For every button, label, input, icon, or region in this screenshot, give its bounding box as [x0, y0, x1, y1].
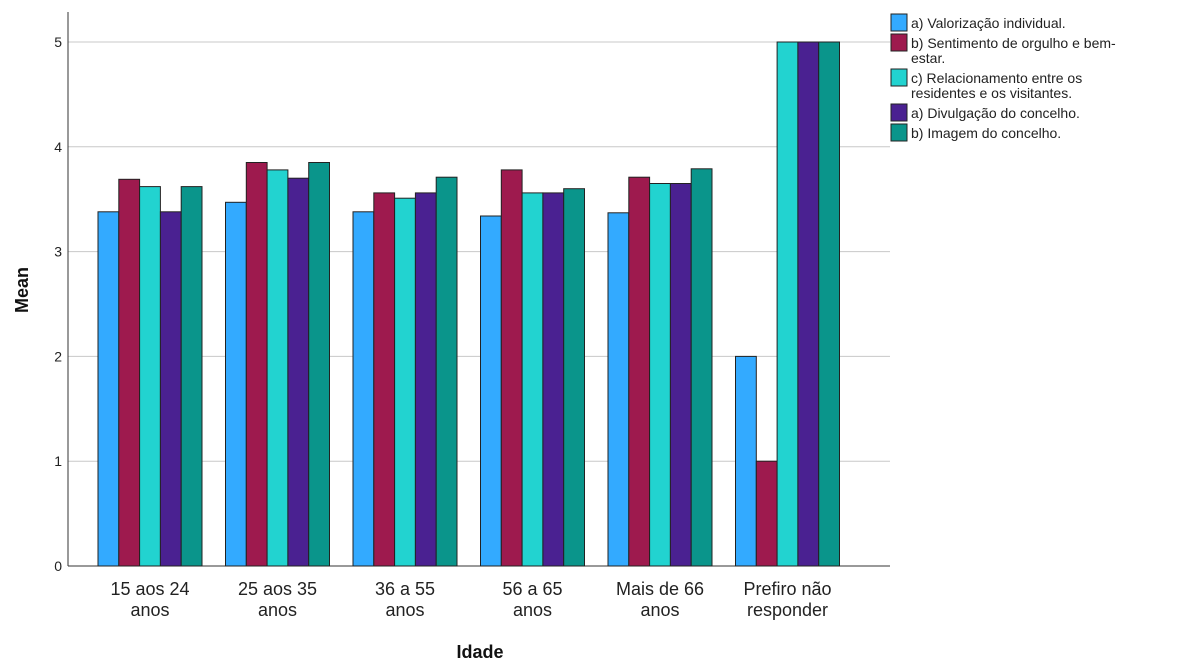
- bar: [97, 211, 120, 567]
- legend-swatch: [890, 103, 908, 122]
- y-tick-label: 2: [54, 348, 62, 364]
- x-category-label: Mais de 66: [616, 579, 704, 599]
- legend-swatch: [890, 33, 908, 52]
- y-tick-label: 1: [54, 453, 62, 469]
- legend: a) Valorização individual. b) Sentimento …: [890, 13, 1116, 142]
- y-tick-label: 0: [54, 558, 62, 574]
- legend-swatch: [890, 123, 908, 142]
- x-category-label: 36 a 55: [375, 579, 435, 599]
- bar: [287, 177, 310, 567]
- bar: [480, 215, 502, 567]
- bar: [308, 162, 331, 567]
- y-axis-title: Mean: [12, 267, 32, 313]
- bar: [435, 176, 458, 567]
- y-tick-labels: 0 1 2 3 4 5: [54, 34, 62, 574]
- x-category-label: 56 a 65: [502, 579, 562, 599]
- x-category-label: 15 aos 24: [110, 579, 189, 599]
- bar: [563, 188, 586, 567]
- bar: [628, 176, 651, 567]
- x-axis-title: Idade: [456, 642, 503, 661]
- legend-label: a) Valorização individual.: [911, 15, 1066, 31]
- bar: [797, 41, 820, 567]
- y-tick-label: 3: [54, 244, 62, 260]
- legend-label: residentes e os visitantes.: [911, 85, 1072, 101]
- x-category-label: anos: [385, 600, 424, 620]
- legend-swatch: [890, 13, 908, 32]
- bar: [352, 211, 375, 567]
- bar: [266, 169, 289, 567]
- bar: [118, 178, 141, 567]
- bar: [649, 183, 671, 567]
- legend-swatch: [890, 68, 908, 87]
- bar: [373, 192, 396, 567]
- legend-label: c) Relacionamento entre os: [911, 70, 1082, 86]
- bar: [669, 183, 692, 567]
- bar: [139, 186, 161, 567]
- bar: [607, 212, 630, 567]
- bar: [818, 41, 841, 567]
- bar: [180, 186, 203, 567]
- y-tick-label: 4: [54, 139, 62, 155]
- legend-label: b) Sentimento de orgulho e bem-: [911, 35, 1116, 51]
- bar: [414, 192, 437, 567]
- bar: [521, 192, 544, 567]
- bar: [542, 192, 565, 567]
- y-tick-label: 5: [54, 34, 62, 50]
- x-category-label: anos: [513, 600, 552, 620]
- bar: [755, 460, 778, 567]
- bar: [394, 197, 416, 567]
- x-category-label: anos: [130, 600, 169, 620]
- x-category-label: anos: [258, 600, 297, 620]
- bar: [245, 162, 268, 567]
- legend-label: b) Imagem do concelho.: [911, 125, 1061, 141]
- bar: [225, 201, 247, 567]
- bar: [690, 168, 713, 567]
- x-category-label: Prefiro não: [743, 579, 831, 599]
- bars: [97, 41, 841, 567]
- bar: [735, 355, 757, 567]
- legend-label: estar.: [911, 50, 945, 66]
- x-category-label: 25 aos 35: [238, 579, 317, 599]
- legend-label: a) Divulgação do concelho.: [911, 105, 1080, 121]
- x-category-label: anos: [640, 600, 679, 620]
- bar: [159, 211, 182, 567]
- x-category-label: responder: [747, 600, 828, 620]
- bar: [500, 169, 523, 567]
- bar: [776, 41, 799, 567]
